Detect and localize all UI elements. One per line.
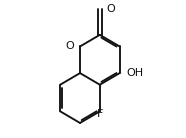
Text: OH: OH: [126, 68, 144, 78]
Text: F: F: [97, 109, 103, 119]
Text: O: O: [106, 4, 115, 14]
Text: O: O: [65, 41, 74, 51]
